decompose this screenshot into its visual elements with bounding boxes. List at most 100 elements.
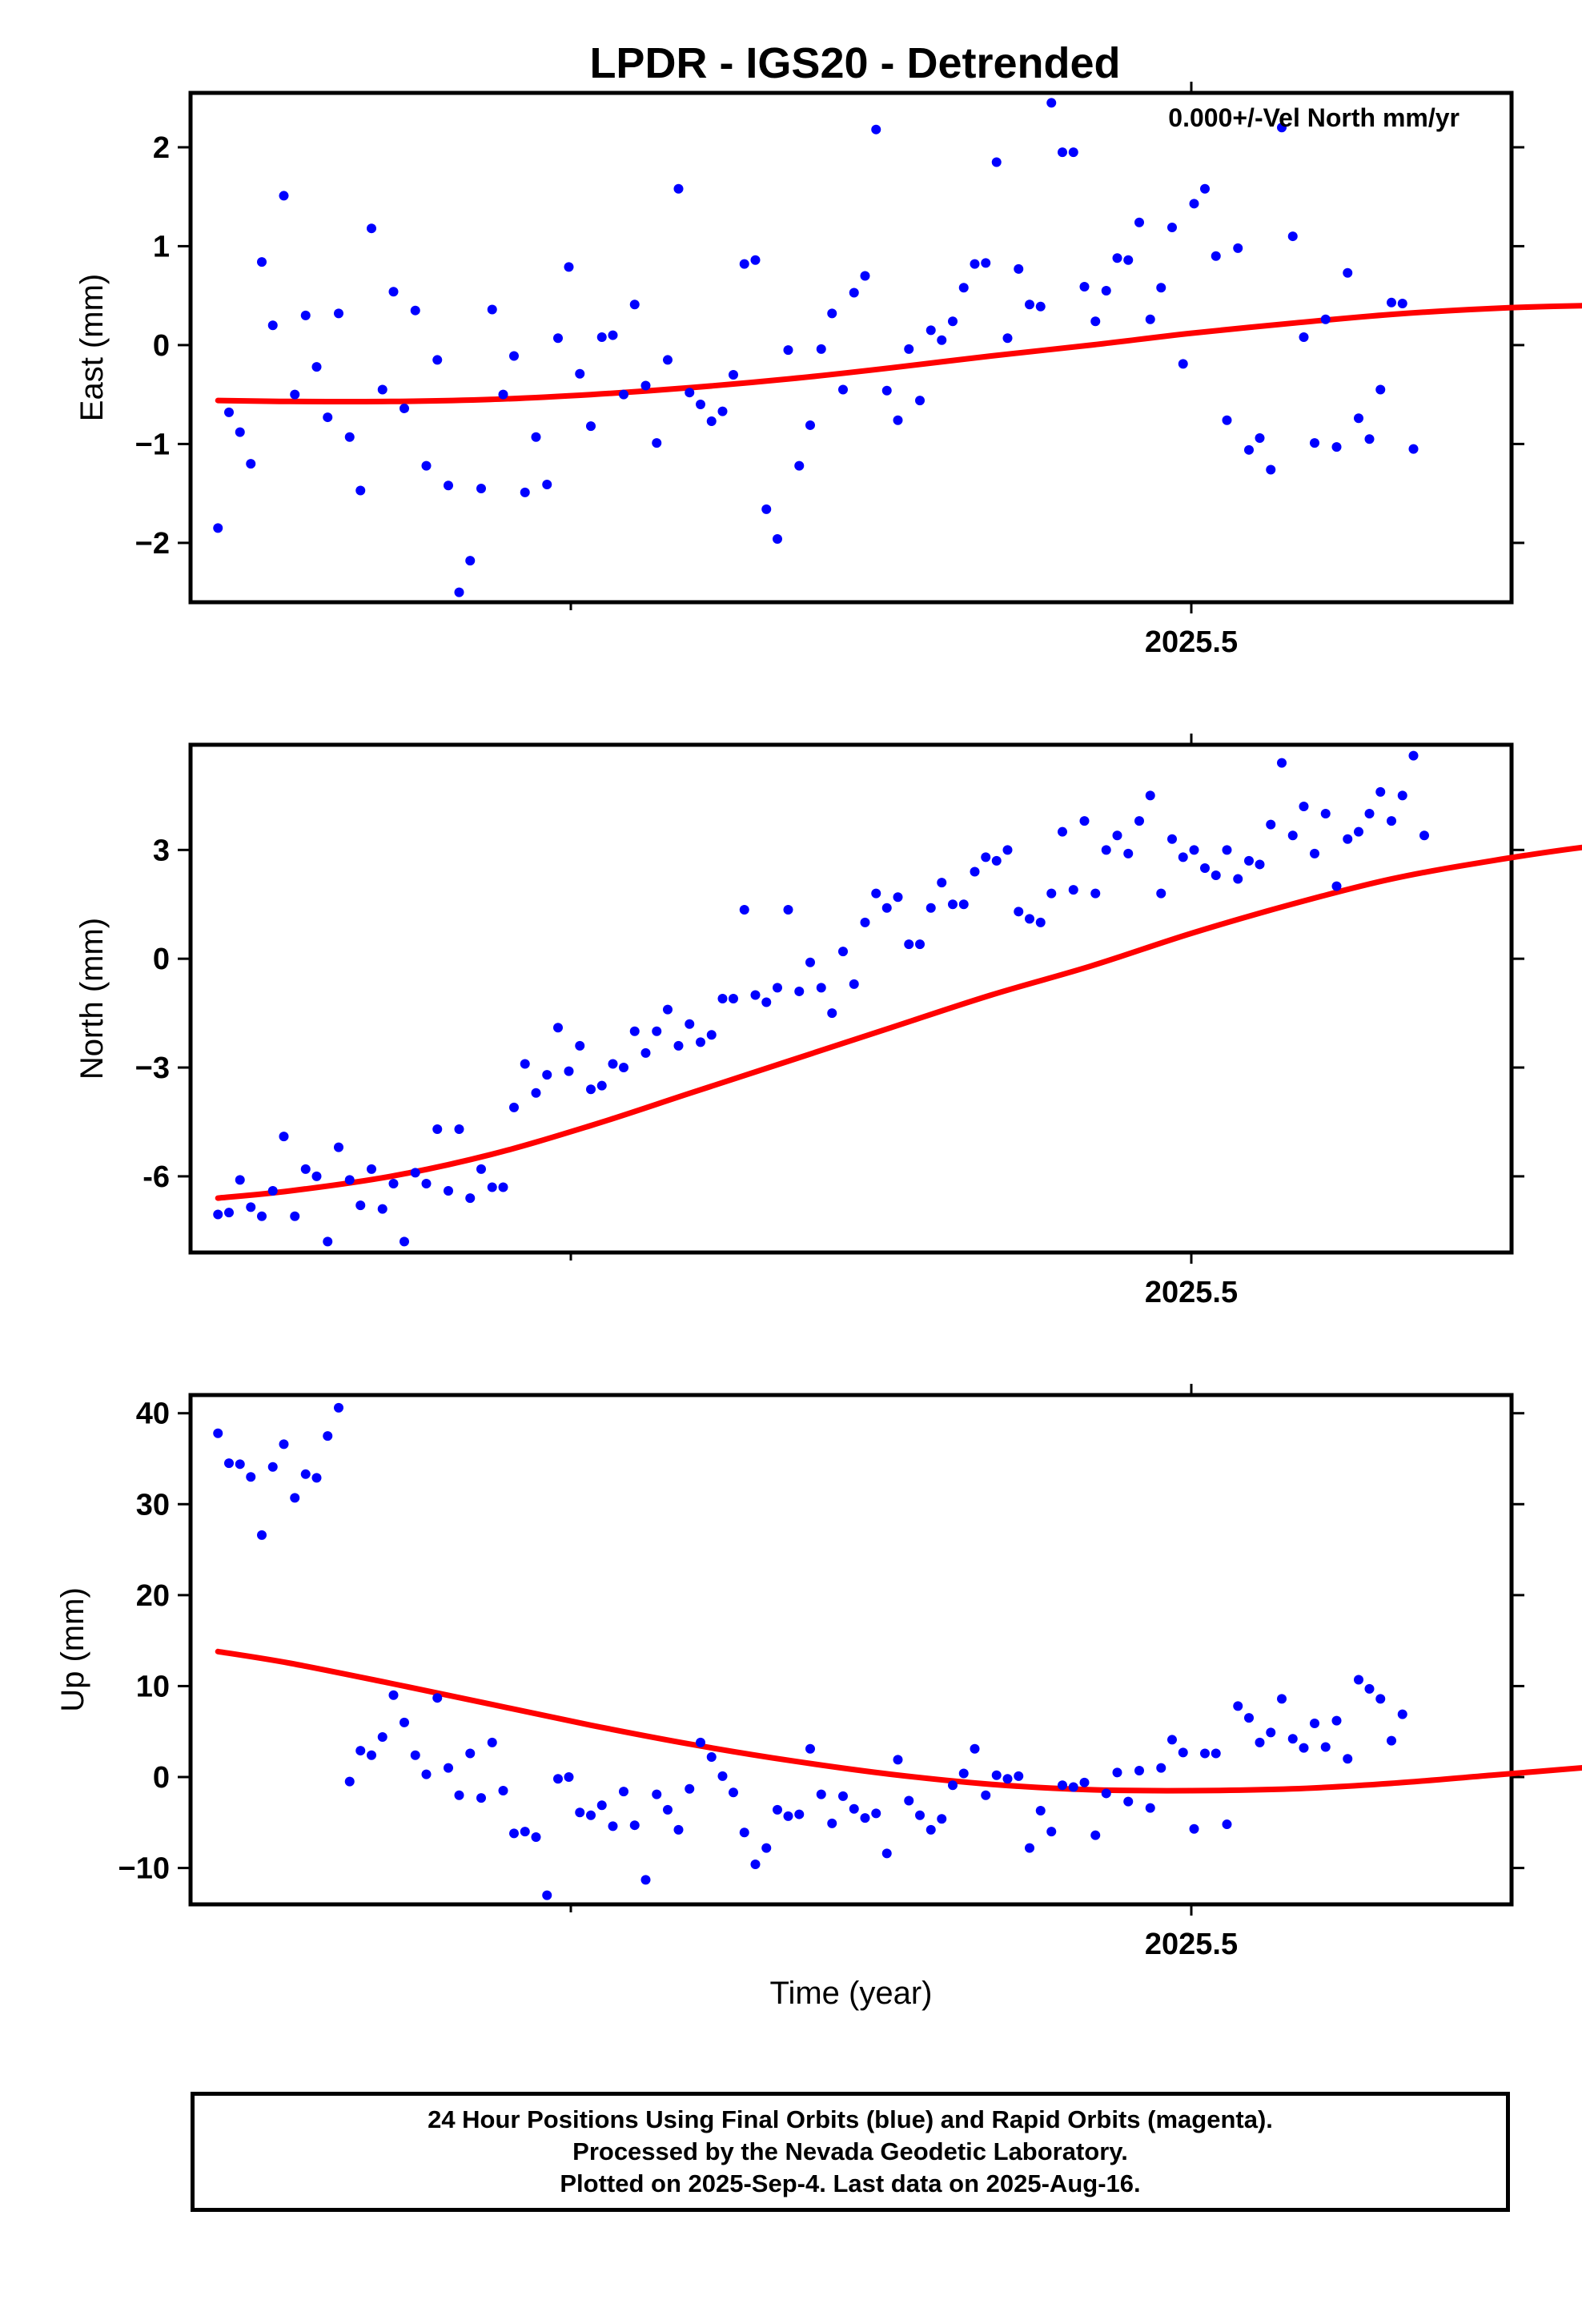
up-data-point <box>729 1787 738 1798</box>
east-data-point <box>1408 444 1419 454</box>
north-data-point <box>1211 870 1221 881</box>
up-data-point <box>948 1780 958 1791</box>
east-data-point <box>246 459 256 469</box>
up-data-point <box>1002 1774 1013 1784</box>
up-data-point <box>981 1790 991 1800</box>
east-data-point <box>827 308 837 319</box>
north-data-point <box>717 994 728 1003</box>
up-plot-frame <box>188 1393 1514 1907</box>
east-data-point <box>1200 183 1210 194</box>
north-data-point <box>849 979 859 989</box>
north-data-point <box>1145 790 1155 801</box>
north-data-point <box>805 957 815 967</box>
east-data-point <box>476 483 486 493</box>
up-data-point <box>881 1848 892 1859</box>
north-xtick-label: 2025.5 <box>1145 1276 1238 1309</box>
north-data-point <box>652 1026 662 1036</box>
north-data-point <box>608 1059 618 1069</box>
east-data-point <box>915 396 925 406</box>
up-data-point <box>1375 1694 1386 1704</box>
east-data-point <box>706 416 717 427</box>
east-data-point <box>937 335 947 345</box>
north-data-point <box>509 1102 519 1112</box>
north-data-point <box>1244 855 1254 866</box>
up-data-points <box>213 1402 1407 1900</box>
north-data-point <box>1002 845 1013 855</box>
east-data-point <box>1079 282 1090 292</box>
north-data-points <box>213 750 1429 1247</box>
east-data-point <box>213 523 223 533</box>
north-data-point <box>1266 819 1276 830</box>
north-data-point <box>739 905 749 915</box>
north-axis-label: North (mm) <box>74 918 110 1080</box>
east-data-point <box>1266 464 1276 475</box>
north-ytick-label: 0 <box>153 943 170 976</box>
east-data-point <box>344 432 355 442</box>
up-data-point <box>1331 1715 1342 1726</box>
north-data-point <box>400 1236 409 1247</box>
east-ytick-label: 0 <box>153 329 170 363</box>
east-data-point <box>553 333 563 344</box>
north-data-point <box>827 1008 837 1019</box>
up-fit-line <box>215 1648 1582 1794</box>
east-data-point <box>1068 147 1078 158</box>
north-data-point <box>498 1182 508 1192</box>
east-ytick-label: −1 <box>135 428 170 461</box>
north-data-point <box>1233 874 1243 884</box>
north-data-point <box>454 1124 464 1135</box>
east-data-point <box>729 369 738 380</box>
east-data-point <box>465 556 476 566</box>
east-data-point <box>334 308 343 319</box>
north-data-point <box>586 1084 596 1095</box>
east-data-point <box>794 460 805 471</box>
north-data-point <box>838 947 848 957</box>
east-data-point <box>509 351 519 361</box>
north-data-point <box>1408 750 1419 761</box>
up-data-point <box>1046 1827 1057 1837</box>
up-data-point <box>629 1820 640 1831</box>
east-fit-curve <box>215 303 1582 405</box>
up-data-point <box>465 1748 476 1759</box>
north-data-point <box>542 1070 552 1080</box>
north-data-point <box>1397 790 1407 801</box>
up-data-point <box>673 1824 684 1835</box>
east-data-point <box>1090 316 1101 327</box>
north-data-point <box>1419 830 1429 841</box>
east-data-point <box>1255 432 1265 443</box>
up-data-point <box>400 1717 409 1727</box>
east-data-point <box>1002 333 1013 344</box>
up-data-point <box>1178 1747 1188 1758</box>
north-data-point <box>673 1040 684 1051</box>
east-data-point <box>673 183 684 194</box>
east-fit-line <box>215 303 1582 405</box>
east-data-point <box>1189 199 1199 209</box>
east-data-point <box>290 389 300 400</box>
up-data-point <box>367 1750 376 1760</box>
north-data-point <box>629 1026 640 1036</box>
up-data-point <box>794 1809 805 1819</box>
north-data-point <box>1189 845 1199 855</box>
up-data-point <box>586 1810 596 1820</box>
north-data-point <box>881 903 892 913</box>
east-data-point <box>761 504 772 514</box>
up-data-point <box>827 1818 837 1828</box>
north-data-point <box>564 1066 574 1076</box>
up-data-point <box>1167 1735 1177 1745</box>
up-data-point <box>750 1860 761 1870</box>
east-data-point <box>1123 255 1134 265</box>
up-data-point <box>290 1493 300 1503</box>
north-data-point <box>1090 888 1101 899</box>
up-data-point <box>1123 1796 1134 1807</box>
east-data-point <box>367 223 376 234</box>
north-axis-ticks: -6 −3 0 3 2025.5 <box>135 734 1524 1309</box>
up-data-point <box>334 1402 343 1413</box>
east-data-point <box>1310 438 1319 448</box>
east-data-point <box>498 389 508 400</box>
up-data-point <box>344 1776 355 1787</box>
east-data-point <box>926 325 936 336</box>
east-data-point <box>1287 231 1298 242</box>
east-data-point <box>629 300 640 310</box>
up-data-point <box>1025 1843 1034 1853</box>
east-data-point <box>300 310 311 320</box>
east-data-point <box>904 344 914 354</box>
